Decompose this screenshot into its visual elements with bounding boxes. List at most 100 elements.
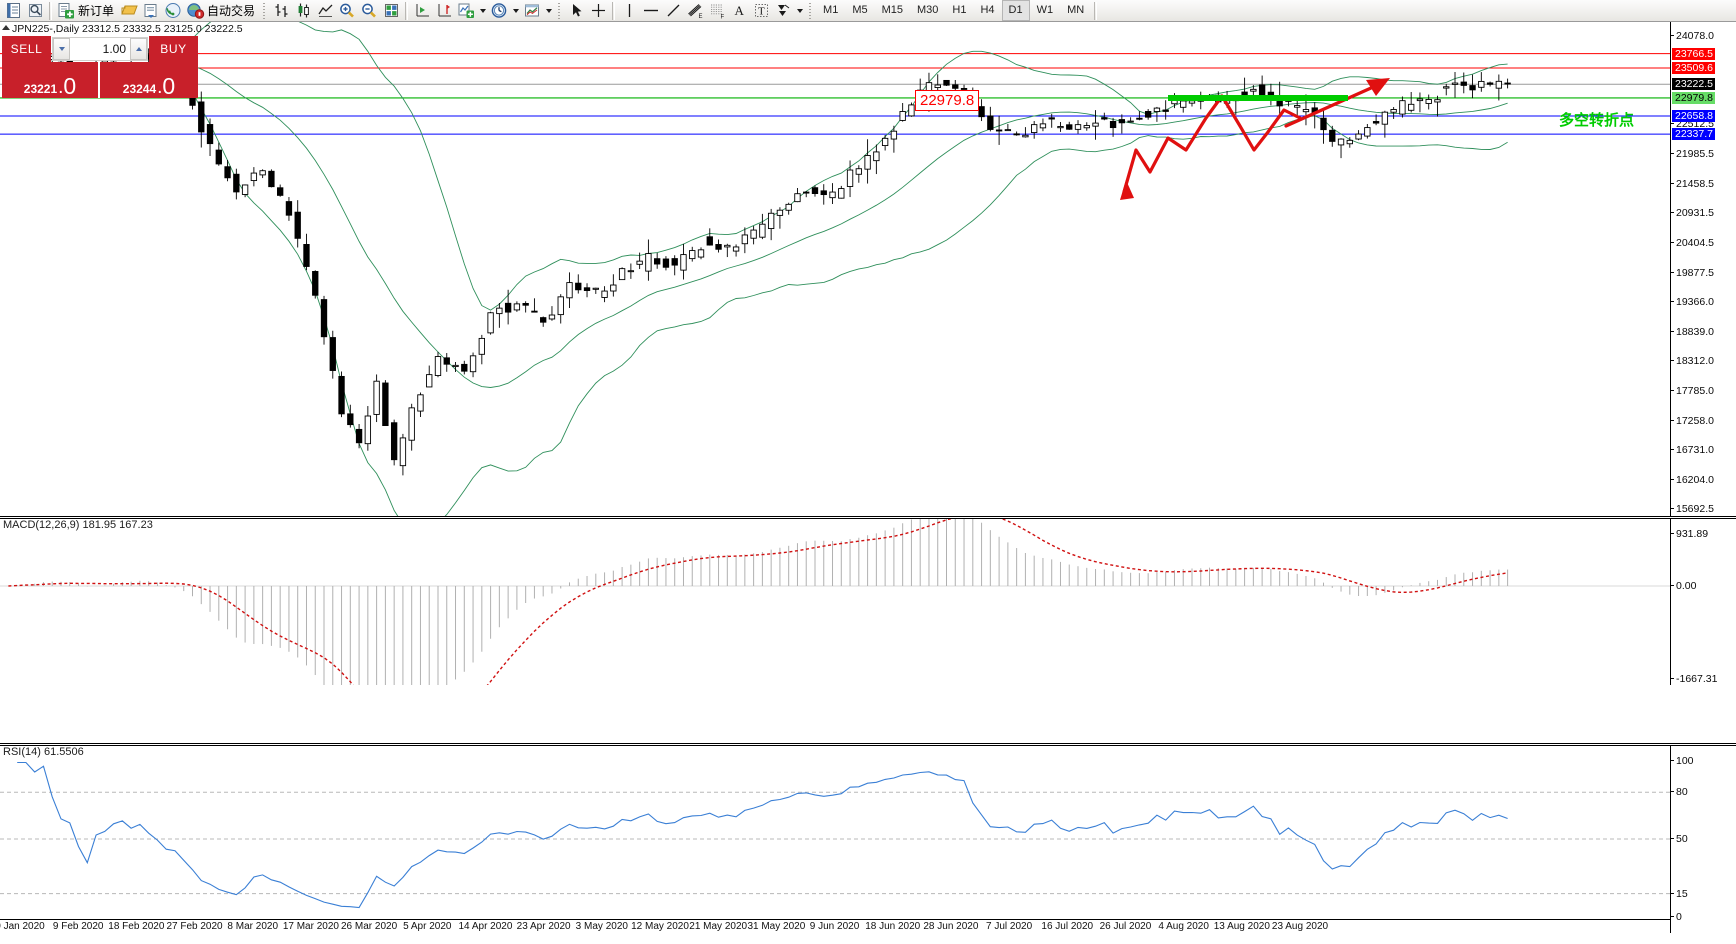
- price-axis-tick: 21458.5: [1671, 179, 1714, 189]
- indicators-icon[interactable]: [455, 1, 477, 21]
- indicators-chevron-down-icon[interactable]: [477, 1, 488, 21]
- periods-chevron-down-icon[interactable]: [510, 1, 521, 21]
- market-watch-icon[interactable]: [24, 1, 46, 21]
- templates-chevron-down-icon[interactable]: [543, 1, 554, 21]
- svg-text:E: E: [698, 14, 702, 19]
- cursor-icon[interactable]: [565, 1, 587, 21]
- timeframe-m15[interactable]: M15: [881, 4, 903, 16]
- zoom-in-icon[interactable]: [336, 1, 358, 21]
- price-level-chip[interactable]: 23766.5: [1672, 47, 1715, 60]
- signals-icon[interactable]: [162, 1, 184, 21]
- timeframe-h4[interactable]: H4: [980, 4, 995, 16]
- text-icon[interactable]: A: [728, 1, 750, 21]
- volume-increase-icon[interactable]: [130, 38, 147, 60]
- vertical-line-icon[interactable]: [618, 1, 640, 21]
- date-axis: 0 Jan 2020 9 Feb 2020 18 Feb 2020 27 Feb 20…: [0, 919, 1670, 933]
- text-label-icon[interactable]: T: [750, 1, 772, 21]
- macd-axis-tick: -1667.31: [1671, 674, 1717, 684]
- chart-area[interactable]: JPN225-,Daily 23312.5 23332.5 23125.0 23…: [0, 22, 1736, 944]
- rsi-axis[interactable]: 100 80 50 15 0: [1670, 745, 1736, 933]
- buy-price-integer: 23244: [122, 82, 157, 96]
- templates-icon[interactable]: [521, 1, 543, 21]
- equidistant-channel-icon[interactable]: E: [684, 1, 706, 21]
- price-macd-divider[interactable]: [0, 516, 1736, 517]
- zoom-out-icon[interactable]: [358, 1, 380, 21]
- price-level-chip[interactable]: 22658.8: [1672, 110, 1715, 123]
- svg-text:F: F: [720, 15, 724, 20]
- date-axis-tick: 17 Mar 2020: [282, 921, 339, 932]
- buy-price[interactable]: 23244 . 0: [100, 62, 198, 98]
- turning-point-note: 多空转折点: [1559, 111, 1635, 129]
- toolbar-grip-3[interactable]: [808, 1, 814, 20]
- new-order-icon[interactable]: [55, 1, 77, 21]
- date-axis-tick: 0 Jan 2020: [0, 921, 45, 932]
- auto-scroll-icon[interactable]: [411, 1, 433, 21]
- timeframe-m1[interactable]: M1: [823, 4, 839, 16]
- autotrading-label[interactable]: 自动交易: [207, 3, 256, 18]
- timeframe-m5[interactable]: M5: [852, 4, 868, 16]
- date-axis-tick: 18 Jun 2020: [865, 921, 921, 932]
- bar-chart-icon[interactable]: [270, 1, 292, 21]
- new-chart-icon[interactable]: [2, 1, 24, 21]
- price-axis[interactable]: 24078.0 22512.5 21985.5 21458.5 20931.5 20404…: [1670, 22, 1736, 517]
- shapes-icon[interactable]: [772, 1, 794, 21]
- date-axis-tick: 3 May 2020: [575, 921, 628, 932]
- rsi-pane[interactable]: RSI(14) 61.5506 100 80 50 15 0 0 Jan 2020 9 F…: [0, 745, 1736, 933]
- horizontal-line-icon[interactable]: [640, 1, 662, 21]
- price-level-chip[interactable]: 22337.7: [1672, 128, 1715, 141]
- date-axis-tick: 28 Jun 2020: [923, 921, 979, 932]
- date-axis-tick: 13 Aug 2020: [1213, 921, 1270, 932]
- line-chart-icon[interactable]: [314, 1, 336, 21]
- folder-icon[interactable]: [118, 1, 140, 21]
- macd-rsi-divider[interactable]: [0, 743, 1736, 744]
- volume-stepper[interactable]: 1.00: [52, 37, 148, 61]
- svg-text:A: A: [734, 3, 744, 18]
- price-level-callout[interactable]: 22979.8: [915, 90, 980, 111]
- rsi-axis-tick: 50: [1671, 834, 1688, 844]
- date-axis-tick: 23 Apr 2020: [516, 921, 571, 932]
- macd-axis[interactable]: 931.89 0.00 -1667.31: [1670, 518, 1736, 685]
- timeframe-m30[interactable]: M30: [917, 4, 939, 16]
- date-axis-tick: 16 Jul 2020: [1041, 921, 1094, 932]
- data-window-icon[interactable]: [380, 1, 402, 21]
- toolbar-separator-4: [1094, 1, 1098, 20]
- volume-decrease-icon[interactable]: [53, 38, 70, 60]
- candlestick-chart-icon[interactable]: [292, 1, 314, 21]
- toolbar-separator-2: [405, 1, 409, 20]
- timeframe-mn[interactable]: MN: [1067, 4, 1085, 16]
- toolbar-grip[interactable]: [262, 1, 268, 20]
- chart-shift-icon[interactable]: [433, 1, 455, 21]
- strategy-tester-icon[interactable]: [140, 1, 162, 21]
- trendline-icon[interactable]: [662, 1, 684, 21]
- fibonacci-retracement-icon[interactable]: F: [706, 1, 728, 21]
- buy-button[interactable]: BUY: [149, 36, 198, 62]
- price-axis-tick: 24078.0: [1671, 31, 1714, 41]
- new-order-label[interactable]: 新订单: [78, 3, 115, 18]
- symbol-ohlc-header: JPN225-,Daily 23312.5 23332.5 23125.0 23…: [12, 23, 243, 35]
- symbol-expand-icon[interactable]: [2, 25, 10, 30]
- sell-price[interactable]: 23221 . 0: [2, 62, 100, 98]
- buy-price-fraction: 0: [162, 73, 176, 100]
- sell-button[interactable]: SELL: [2, 36, 51, 62]
- date-axis-tick: 18 Feb 2020: [108, 921, 165, 932]
- price-level-chip[interactable]: 22979.8: [1672, 91, 1715, 104]
- periods-clock-icon[interactable]: [488, 1, 510, 21]
- timeframe-w1[interactable]: W1: [1036, 4, 1054, 16]
- date-axis-tick: 26 Jul 2020: [1099, 921, 1152, 932]
- price-level-chip[interactable]: 23509.6: [1672, 62, 1715, 75]
- date-axis-tick: 27 Feb 2020: [166, 921, 223, 932]
- crosshair-icon[interactable]: [587, 1, 609, 21]
- volume-input[interactable]: 1.00: [70, 38, 130, 60]
- main-toolbar: 新订单: [0, 0, 1736, 22]
- shapes-chevron-down-icon[interactable]: [794, 1, 805, 21]
- macd-pane[interactable]: MACD(12,26,9) 181.95 167.23 931.89 0.00 -1…: [0, 518, 1736, 685]
- one-click-trading-panel[interactable]: SELL 1.00 BUY 23221 . 0 23244 . 0: [2, 36, 198, 98]
- toolbar-grip-2[interactable]: [557, 1, 563, 20]
- price-pane[interactable]: 24078.0 22512.5 21985.5 21458.5 20931.5 20404…: [0, 22, 1736, 517]
- price-level-chip[interactable]: 23222.5: [1672, 78, 1715, 91]
- toolbar-separator: [49, 1, 52, 20]
- autotrading-icon[interactable]: [184, 1, 206, 21]
- timeframe-d1[interactable]: D1: [1001, 0, 1030, 21]
- timeframe-h1[interactable]: H1: [952, 4, 967, 16]
